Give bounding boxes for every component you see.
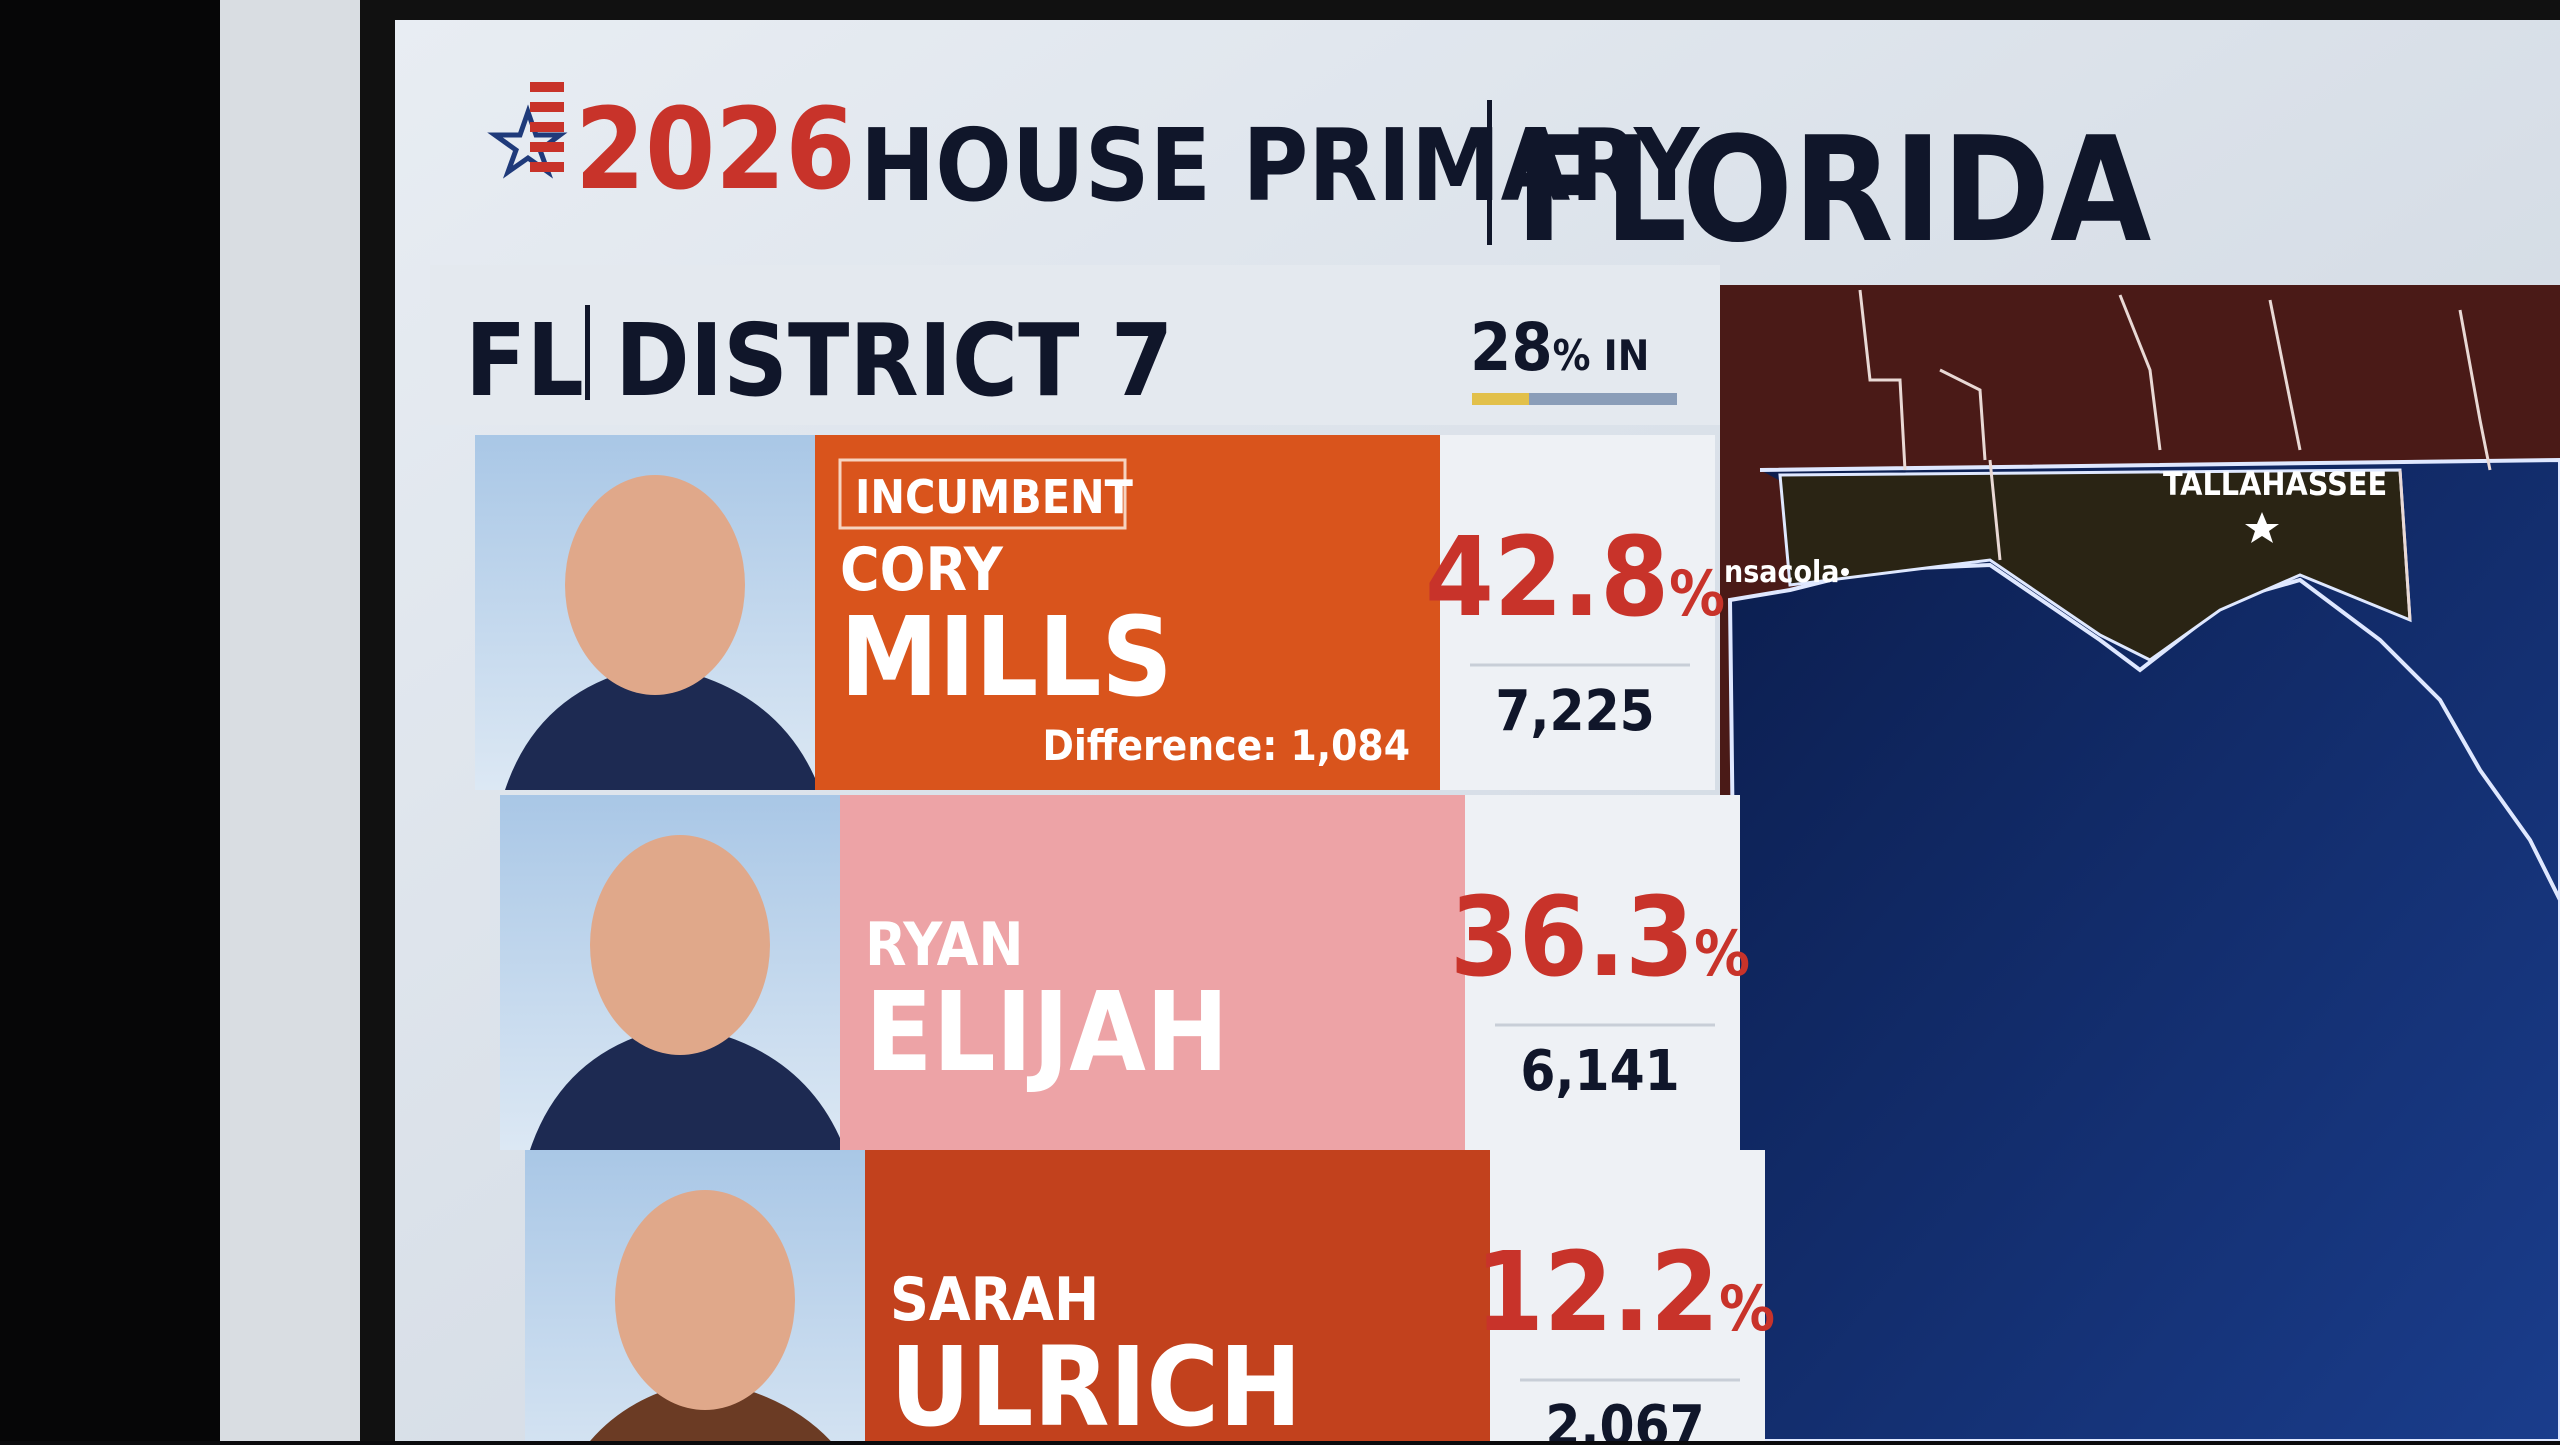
city-label: nsacola bbox=[1724, 555, 1840, 590]
pct-unit: % bbox=[1719, 1272, 1775, 1345]
state: FLORIDA bbox=[1515, 106, 2151, 275]
pct: 12.2% bbox=[1475, 1228, 1775, 1356]
name-box bbox=[865, 1150, 1490, 1445]
photo-head bbox=[565, 475, 745, 695]
votes: 2,067 bbox=[1545, 1394, 1704, 1441]
name-box bbox=[815, 435, 1440, 790]
result-box bbox=[1490, 1150, 1765, 1445]
divider bbox=[585, 305, 590, 400]
room-dark bbox=[0, 0, 220, 1441]
state-abbr: FL bbox=[465, 302, 584, 419]
flag-stripes bbox=[530, 82, 564, 172]
photo-head bbox=[590, 835, 770, 1055]
year: 2026 bbox=[575, 85, 855, 215]
reporting-unit: % IN bbox=[1553, 331, 1650, 380]
city-dot bbox=[1841, 568, 1849, 576]
photo-body bbox=[505, 665, 820, 790]
photo-body bbox=[586, 1380, 835, 1445]
divider bbox=[1487, 100, 1492, 245]
pct-unit: % bbox=[1669, 557, 1725, 630]
tag-border bbox=[838, 458, 1127, 530]
pct-value: 36.3 bbox=[1450, 873, 1694, 1001]
first-name: CORY bbox=[840, 535, 1004, 605]
reporting: 28% IN bbox=[1470, 309, 1649, 386]
photo-body bbox=[530, 1025, 845, 1150]
difference: Difference: 1,084 bbox=[1042, 721, 1410, 770]
reporting-value: 28 bbox=[1470, 309, 1553, 386]
votes: 7,225 bbox=[1495, 679, 1654, 744]
pct-value: 12.2 bbox=[1475, 1228, 1719, 1356]
photo-head bbox=[615, 1190, 795, 1410]
result-box bbox=[1440, 435, 1715, 790]
reporting-fill bbox=[1472, 393, 1529, 405]
first-name: SARAH bbox=[890, 1265, 1099, 1335]
district: DISTRICT 7 bbox=[615, 302, 1173, 419]
capital-star bbox=[2245, 512, 2279, 543]
bezel bbox=[220, 0, 380, 1441]
pct-unit: % bbox=[1694, 917, 1750, 990]
last-name: ULRICH bbox=[890, 1323, 1302, 1441]
capital-label: TALLAHASSEE bbox=[2163, 465, 2387, 503]
pct: 36.3% bbox=[1450, 873, 1750, 1001]
incumbent-tag: INCUMBENT bbox=[855, 470, 1134, 524]
last-name: MILLS bbox=[840, 593, 1173, 721]
first-name: RYAN bbox=[865, 910, 1024, 980]
pct: 42.8% bbox=[1425, 513, 1725, 641]
name-box bbox=[840, 795, 1465, 1150]
last-name: ELIJAH bbox=[865, 968, 1229, 1096]
county-lines bbox=[1858, 289, 2492, 621]
title: HOUSE PRIMARY bbox=[860, 107, 1701, 224]
pct-value: 42.8 bbox=[1425, 513, 1669, 641]
votes: 6,141 bbox=[1520, 1039, 1679, 1104]
result-box bbox=[1465, 795, 1740, 1150]
